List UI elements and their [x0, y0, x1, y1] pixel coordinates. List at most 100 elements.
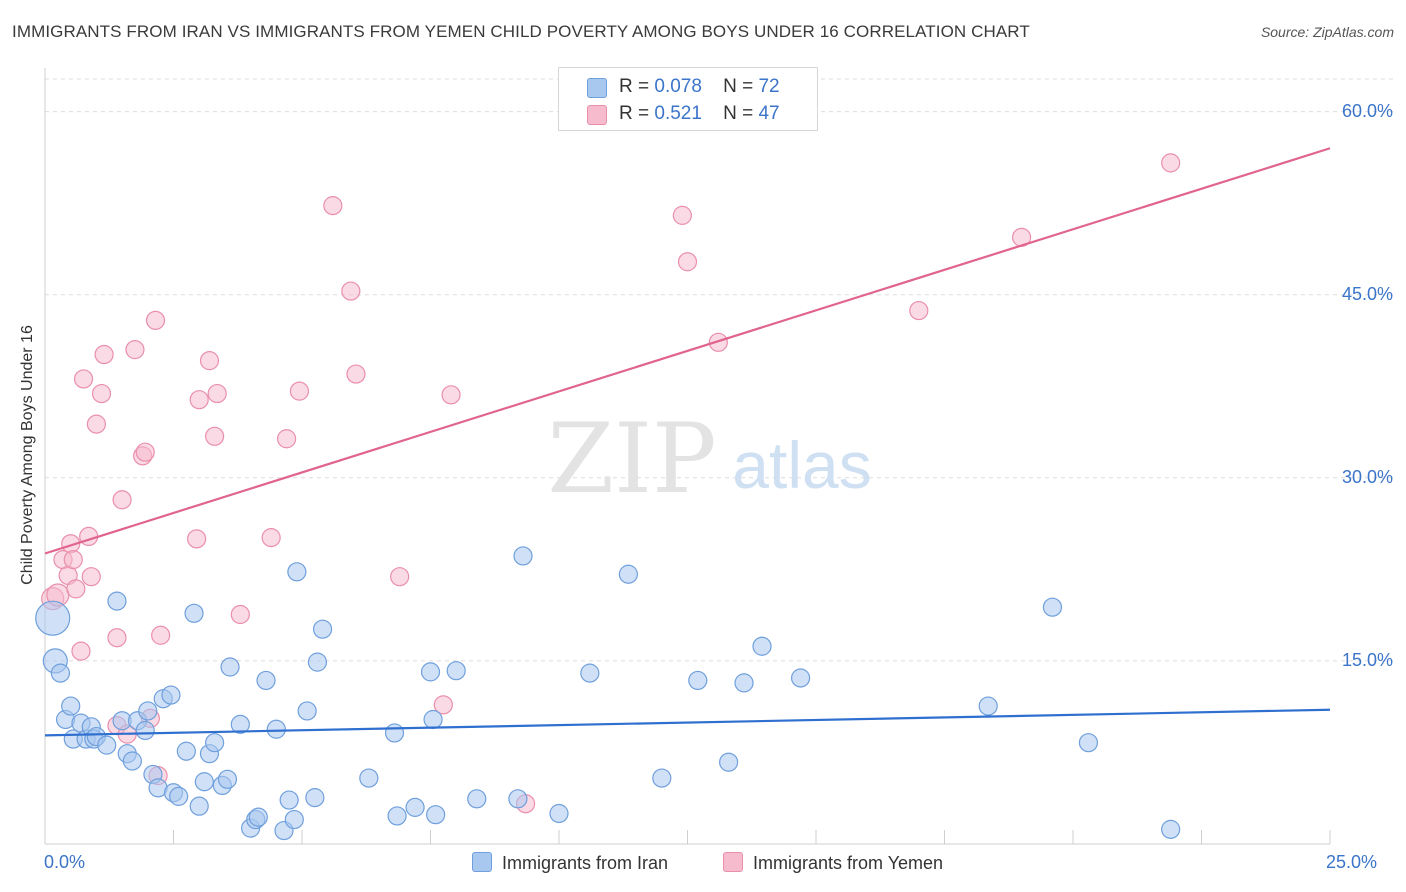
y-tick-label-45: 45.0%: [1341, 283, 1393, 304]
point-yemen: [112, 490, 132, 510]
point-yemen: [91, 383, 112, 404]
bottom-legend-swatch-yemen: [723, 852, 743, 872]
point-iran: [549, 803, 569, 824]
point-iran: [688, 670, 708, 691]
point-iran: [189, 796, 209, 816]
point-iran: [752, 636, 772, 656]
point-yemen: [81, 567, 101, 587]
point-yemen: [125, 340, 145, 360]
point-yemen: [1161, 153, 1181, 173]
point-iran: [513, 546, 533, 566]
point-yemen: [672, 205, 692, 225]
point-iran: [256, 670, 276, 691]
point-iran: [307, 652, 328, 672]
point-iran: [135, 720, 155, 741]
point-iran: [61, 696, 81, 716]
point-iran: [194, 772, 214, 792]
point-iran: [122, 751, 142, 771]
point-yemen: [341, 281, 361, 301]
bottom-legend-swatch-iran: [472, 852, 492, 872]
legend-swatch-iran: [587, 78, 607, 98]
point-yemen: [63, 549, 83, 570]
point-iran: [287, 562, 307, 582]
point-yemen: [66, 579, 86, 599]
point-iran: [205, 733, 225, 753]
legend-yemen-r-value: 0.521: [654, 103, 702, 124]
y-tick-label-15: 15.0%: [1341, 649, 1393, 670]
point-yemen: [433, 695, 453, 715]
point-iran: [420, 662, 441, 682]
point-iran: [1042, 597, 1063, 617]
point-iran: [426, 805, 446, 825]
point-yemen: [677, 252, 698, 272]
point-iran: [50, 663, 71, 683]
trend-lines: [44, 147, 1331, 737]
point-yemen: [151, 625, 171, 645]
point-iran: [405, 797, 425, 817]
point-yemen: [289, 381, 310, 401]
point-yemen: [145, 310, 166, 330]
point-iran: [279, 790, 299, 810]
point-yemen: [73, 369, 94, 389]
point-yemen: [346, 364, 366, 384]
point-iran: [312, 619, 333, 639]
point-iran: [1078, 733, 1099, 753]
point-iran: [446, 661, 466, 681]
legend-iran-n-value: 72: [758, 76, 780, 97]
point-iran: [305, 788, 325, 808]
point-iran: [97, 735, 117, 755]
watermark-zip: ZIP: [547, 403, 716, 515]
point-yemen: [323, 196, 343, 216]
point-iran: [248, 807, 268, 827]
point-iran: [734, 673, 754, 693]
point-yemen: [276, 429, 297, 449]
x-tick-min: 0.0%: [44, 852, 86, 872]
point-yemen: [189, 390, 209, 410]
point-yemen: [199, 351, 220, 371]
bottom-legend-label-yemen: Immigrants from Yemen: [753, 853, 944, 873]
point-yemen: [205, 426, 225, 446]
point-yemen: [94, 344, 114, 365]
point-yemen: [187, 529, 207, 549]
point-yemen: [207, 383, 227, 404]
point-yemen: [441, 385, 461, 405]
point-iran: [169, 786, 189, 806]
point-iran: [387, 806, 407, 826]
point-yemen: [390, 567, 410, 587]
point-yemen: [86, 414, 107, 434]
legend-yemen-r-label: R =: [619, 103, 650, 124]
series-iran-points: [35, 546, 1181, 841]
watermark-atlas: atlas: [732, 428, 871, 502]
point-iran: [508, 789, 528, 809]
x-tick-max: 25.0%: [1326, 852, 1378, 872]
point-iran: [423, 709, 443, 730]
point-iran: [719, 752, 739, 772]
trend-line-yemen: [44, 147, 1331, 555]
y-tick-label-60: 60.0%: [1341, 100, 1393, 121]
point-iran: [266, 719, 286, 739]
y-tick-label-30: 30.0%: [1341, 466, 1393, 487]
point-iran: [467, 789, 487, 809]
legend-yemen-n-label: N =: [723, 103, 754, 124]
point-iran: [176, 741, 196, 761]
legend-iran-n-label: N =: [723, 76, 754, 97]
axes: [44, 68, 1331, 845]
point-yemen: [909, 300, 929, 321]
legend-yemen-n-value: 47: [758, 103, 780, 124]
point-yemen: [71, 641, 91, 661]
series-yemen-points: [41, 153, 1181, 814]
point-iran: [384, 723, 405, 743]
point-iran: [618, 564, 638, 584]
legend-iran-r-label: R =: [619, 76, 650, 97]
point-iran: [284, 809, 304, 830]
legend-swatch-yemen: [587, 105, 607, 125]
point-yemen: [708, 332, 728, 352]
point-iran: [978, 696, 998, 716]
point-iran: [220, 657, 240, 677]
point-yemen: [135, 442, 155, 462]
point-iran: [580, 663, 600, 683]
point-iran: [1161, 819, 1181, 839]
bottom-legend-yemen: Immigrants from Yemen: [723, 852, 943, 874]
trend-line-iran: [44, 708, 1331, 737]
